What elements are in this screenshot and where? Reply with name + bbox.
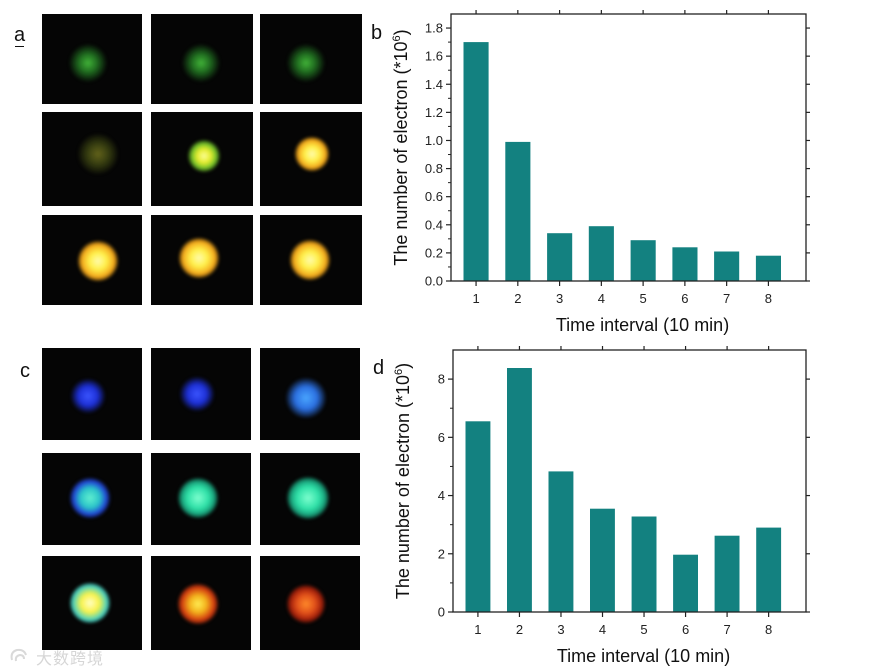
watermark-logo-icon (10, 648, 27, 662)
bar (547, 233, 573, 281)
fluorescent-spot (178, 478, 218, 518)
panel-label-d: d (373, 357, 385, 379)
fluorescent-spot (287, 477, 329, 519)
fluorescent-spot (287, 44, 325, 82)
fluorescent-spot (180, 377, 214, 411)
panel-label-c: c (20, 360, 30, 382)
y-tick-label: 0.0 (425, 274, 443, 289)
x-tick-label: 1 (472, 291, 479, 306)
fluorescent-spot (287, 585, 325, 623)
bar (463, 42, 489, 281)
y-tick-label: 1.6 (425, 49, 443, 64)
fluorescent-spot (78, 241, 118, 281)
fluorescent-spot (178, 584, 218, 624)
x-tick-label: 2 (514, 291, 521, 306)
panel-label-a: a (14, 24, 26, 47)
fluorescent-spot (78, 134, 118, 174)
x-tick-label: 5 (640, 291, 647, 306)
bar (672, 247, 698, 281)
bar (505, 141, 531, 281)
fluorescent-spot (290, 240, 330, 280)
bar (714, 251, 740, 281)
x-axis-label: Time interval (10 min) (556, 315, 729, 335)
fluorescent-spot (70, 583, 110, 623)
y-tick-label: 1.4 (425, 77, 443, 92)
y-tick-label: 0.2 (425, 245, 443, 260)
fluorescent-spot (70, 478, 110, 518)
y-axis-label: The number of electron (*106) (391, 29, 411, 265)
fluorescent-spot (182, 44, 220, 82)
y-tick-label: 1.8 (425, 21, 443, 36)
x-tick-label: 4 (598, 291, 605, 306)
y-tick-label: 1.0 (425, 133, 443, 148)
bar (588, 226, 614, 281)
y-tick-label: 1.2 (425, 105, 443, 120)
x-tick-label: 3 (556, 291, 563, 306)
x-tick-label: 6 (681, 291, 688, 306)
panel-label-b: b (371, 22, 383, 44)
x-tick-label: 8 (765, 291, 772, 306)
y-tick-label: 0.4 (425, 217, 443, 232)
bar (755, 255, 781, 281)
y-tick-label: 0.6 (425, 189, 443, 204)
fluorescent-spot (188, 140, 220, 172)
fluorescent-spot (295, 137, 329, 171)
watermark-text: 大数跨境 (36, 651, 105, 668)
y-tick-label: 0.8 (425, 161, 443, 176)
fluorescent-spot (179, 238, 219, 278)
fluorescent-spot (71, 379, 105, 413)
fluorescent-spot (69, 44, 107, 82)
plot-frame (450, 13, 807, 282)
x-tick-label: 7 (723, 291, 730, 306)
fluorescent-spot (286, 378, 326, 418)
bar (630, 240, 656, 281)
